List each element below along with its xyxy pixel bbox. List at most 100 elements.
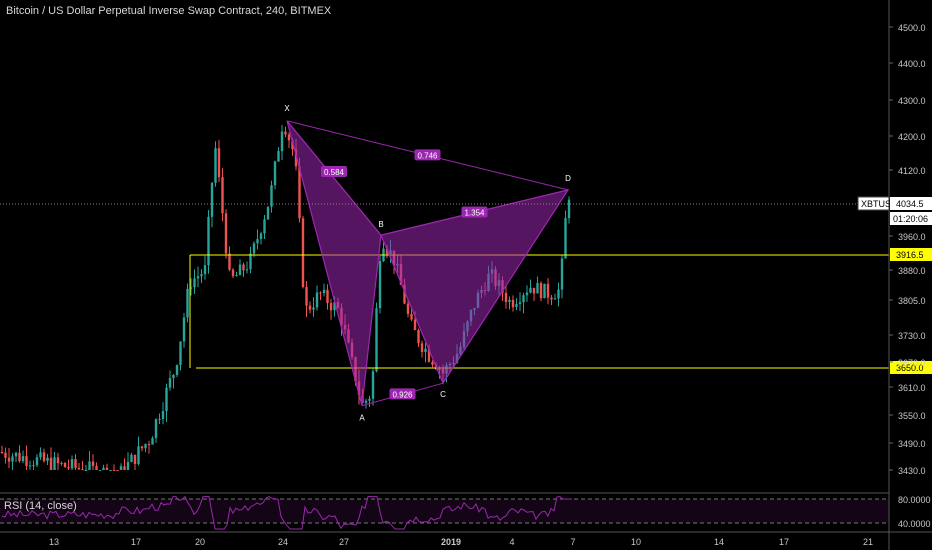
candle-body bbox=[74, 459, 77, 468]
pattern-leg bbox=[286, 120, 382, 236]
candle-body bbox=[270, 185, 273, 207]
candle-body bbox=[133, 454, 137, 465]
candle-body bbox=[151, 438, 154, 445]
candle-body bbox=[217, 148, 221, 178]
candle-body bbox=[228, 253, 231, 270]
candle-body bbox=[123, 466, 126, 470]
candle-body bbox=[175, 365, 179, 375]
pattern-point-label: D bbox=[565, 174, 571, 183]
candle-body bbox=[298, 166, 301, 219]
ratio-badge bbox=[321, 166, 347, 178]
candle-body bbox=[235, 275, 238, 277]
candle-body bbox=[424, 348, 427, 352]
last-price-bg bbox=[890, 197, 932, 210]
rsi-level-label: 80.0000 bbox=[898, 495, 931, 505]
candle-body bbox=[308, 305, 312, 310]
y-tick-label: 3430.0 bbox=[898, 466, 926, 476]
candle-body bbox=[301, 218, 305, 288]
x-tick-label: 17 bbox=[131, 537, 141, 547]
candle-body bbox=[564, 218, 567, 259]
candle-body bbox=[242, 264, 245, 271]
candle-body bbox=[56, 457, 60, 464]
candle-body bbox=[119, 466, 123, 470]
candle-body bbox=[137, 446, 140, 465]
horizontal-levels: 3916.5 3650.0 bbox=[189, 248, 932, 374]
x-tick-label: 24 bbox=[278, 537, 288, 547]
candle-body bbox=[245, 269, 249, 271]
candle-body bbox=[546, 283, 550, 298]
candle-body bbox=[39, 452, 42, 458]
candle-body bbox=[130, 454, 133, 463]
candle-body bbox=[532, 287, 536, 294]
candle-body bbox=[7, 457, 11, 462]
candle-body bbox=[420, 343, 424, 352]
time-axis: 13 17 20 24 27 2019 4 7 10 14 17 21 bbox=[0, 531, 932, 547]
candle-body bbox=[172, 374, 175, 379]
y-tick-label: 4120.0 bbox=[898, 166, 926, 176]
candle-body bbox=[210, 182, 214, 217]
ratio-label: 1.354 bbox=[464, 209, 485, 218]
candle-body bbox=[410, 313, 413, 320]
x-tick-label: 4 bbox=[509, 537, 514, 547]
candle-body bbox=[186, 288, 189, 318]
candle-body bbox=[249, 253, 252, 270]
candle-body bbox=[161, 411, 165, 420]
x-tick-label: 21 bbox=[863, 537, 873, 547]
candle-body bbox=[550, 297, 553, 300]
candle-body bbox=[126, 462, 130, 470]
candle-body bbox=[515, 303, 518, 308]
candle-body bbox=[203, 265, 207, 275]
pattern-point-label: A bbox=[359, 414, 365, 423]
candle-body bbox=[294, 149, 298, 167]
candle-body bbox=[273, 161, 277, 186]
y-tick-label: 4400.0 bbox=[898, 59, 926, 69]
ratio-badge bbox=[389, 388, 416, 400]
candle-body bbox=[165, 387, 168, 412]
candle-body bbox=[518, 302, 522, 304]
candle-body bbox=[214, 148, 217, 183]
candle-body bbox=[168, 378, 172, 388]
candle-body bbox=[284, 131, 287, 135]
candle-body bbox=[0, 452, 4, 453]
candle-body bbox=[88, 461, 91, 470]
y-tick-label: 3880.0 bbox=[898, 266, 926, 276]
candle-body bbox=[511, 299, 515, 308]
y-tick-label: 4500.0 bbox=[898, 23, 926, 33]
candle-body bbox=[529, 287, 532, 293]
pattern-xab bbox=[286, 120, 382, 406]
y-tick-label: 3730.0 bbox=[898, 331, 926, 341]
symbol-tag: XBTUSD bbox=[861, 199, 898, 209]
candle-body bbox=[84, 470, 88, 471]
candle-body bbox=[28, 465, 32, 467]
rsi-line bbox=[1, 495, 572, 530]
y-tick-label: 4200.0 bbox=[898, 132, 926, 142]
candle-body bbox=[207, 216, 210, 266]
candle-body bbox=[266, 206, 270, 220]
candle-body bbox=[543, 283, 546, 299]
candle-body bbox=[280, 131, 284, 152]
candle-body bbox=[154, 419, 158, 439]
candle-body bbox=[375, 308, 378, 372]
candle-body bbox=[560, 258, 564, 290]
candle-body bbox=[196, 276, 200, 279]
candle-body bbox=[277, 151, 280, 162]
harmonic-pattern: X A B C D 0.584 0.746 1.354 0.926 bbox=[284, 104, 571, 423]
countdown-bg bbox=[890, 212, 932, 225]
level-price-label: 3650.0 bbox=[896, 363, 924, 373]
symbol-tag-bg bbox=[857, 196, 890, 211]
candle-body bbox=[378, 261, 382, 309]
candle-body bbox=[70, 459, 74, 469]
candle-body bbox=[329, 303, 333, 311]
x-tick-label: 14 bbox=[714, 537, 724, 547]
candle-body bbox=[53, 457, 56, 470]
candle-body bbox=[14, 452, 18, 457]
candle-body bbox=[413, 319, 417, 331]
candle-body bbox=[77, 467, 81, 470]
candle-body bbox=[557, 289, 560, 299]
rsi-label: RSI (14, close) bbox=[4, 500, 77, 512]
candle-body bbox=[116, 470, 119, 471]
pattern-point-label: X bbox=[284, 104, 290, 113]
y-tick-label: 3610.0 bbox=[898, 383, 926, 393]
candle-body bbox=[11, 456, 14, 462]
